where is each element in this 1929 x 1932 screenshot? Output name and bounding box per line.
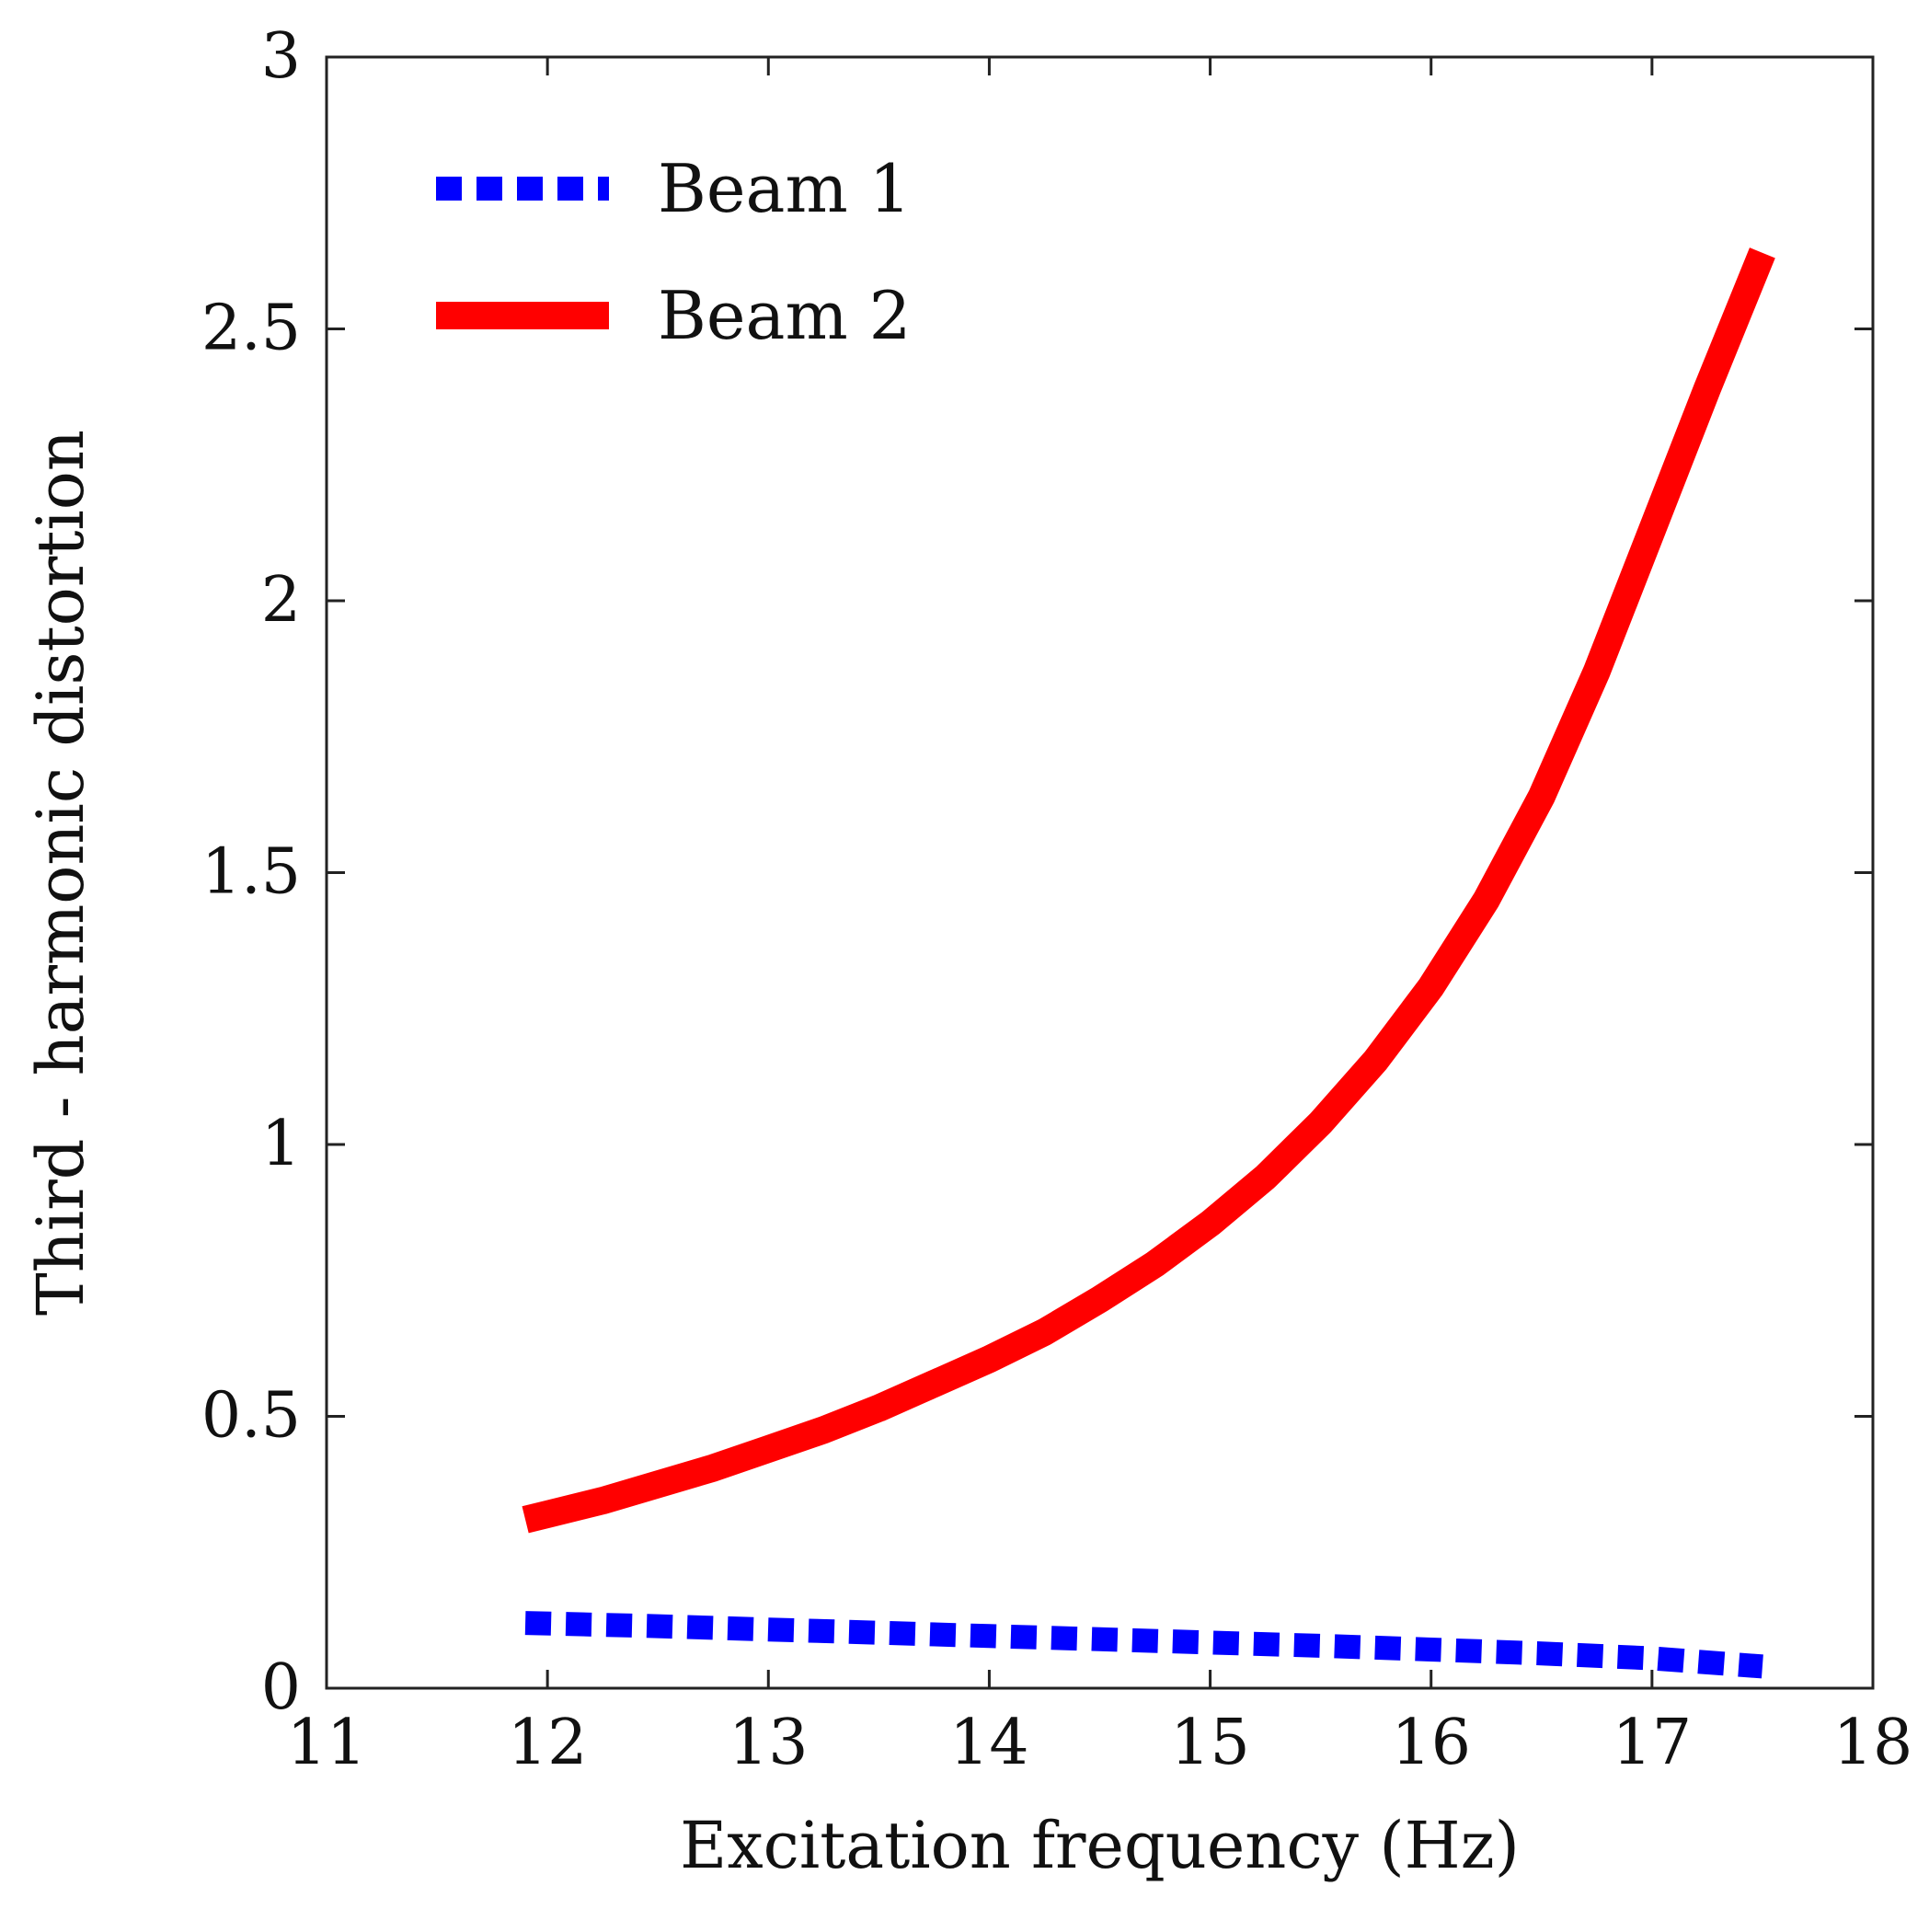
series-line-beam-2 (522, 247, 1775, 1534)
plot-frame (325, 55, 1875, 1690)
series-line-beam-1 (524, 1611, 1763, 1679)
y-tick-label: 1.5 (201, 836, 301, 909)
x-tick-label: 14 (949, 1707, 1029, 1779)
x-tick-label: 15 (1170, 1707, 1250, 1779)
x-tick-label: 12 (508, 1707, 588, 1779)
y-tick-label: 1 (261, 1108, 301, 1180)
y-tick-label: 0.5 (201, 1380, 301, 1453)
legend: Beam 1 Beam 2 (436, 150, 911, 354)
legend-label-beam-2: Beam 2 (658, 277, 911, 354)
x-tick-label: 17 (1613, 1707, 1693, 1779)
y-axis-title: Third - harmonic distortion (23, 430, 98, 1316)
plot-area-border (325, 55, 1875, 1690)
axis-ticks: 11 12 13 14 15 16 17 18 0 0.5 1 1.5 2 2.5 3 (201, 20, 1912, 1779)
y-tick-label: 2 (261, 564, 301, 637)
x-tick-label: 16 (1391, 1707, 1471, 1779)
y-tick-label: 2.5 (201, 293, 301, 365)
x-tick-label: 13 (729, 1707, 809, 1779)
x-axis-title: Excitation frequency (Hz) (680, 1808, 1520, 1883)
series-layer (522, 247, 1775, 1679)
y-tick-label: 0 (261, 1651, 301, 1724)
x-tick-label: 18 (1833, 1707, 1913, 1779)
y-tick-label: 3 (261, 20, 301, 93)
legend-label-beam-1: Beam 1 (658, 150, 911, 227)
x-tick-label: 11 (287, 1707, 367, 1779)
